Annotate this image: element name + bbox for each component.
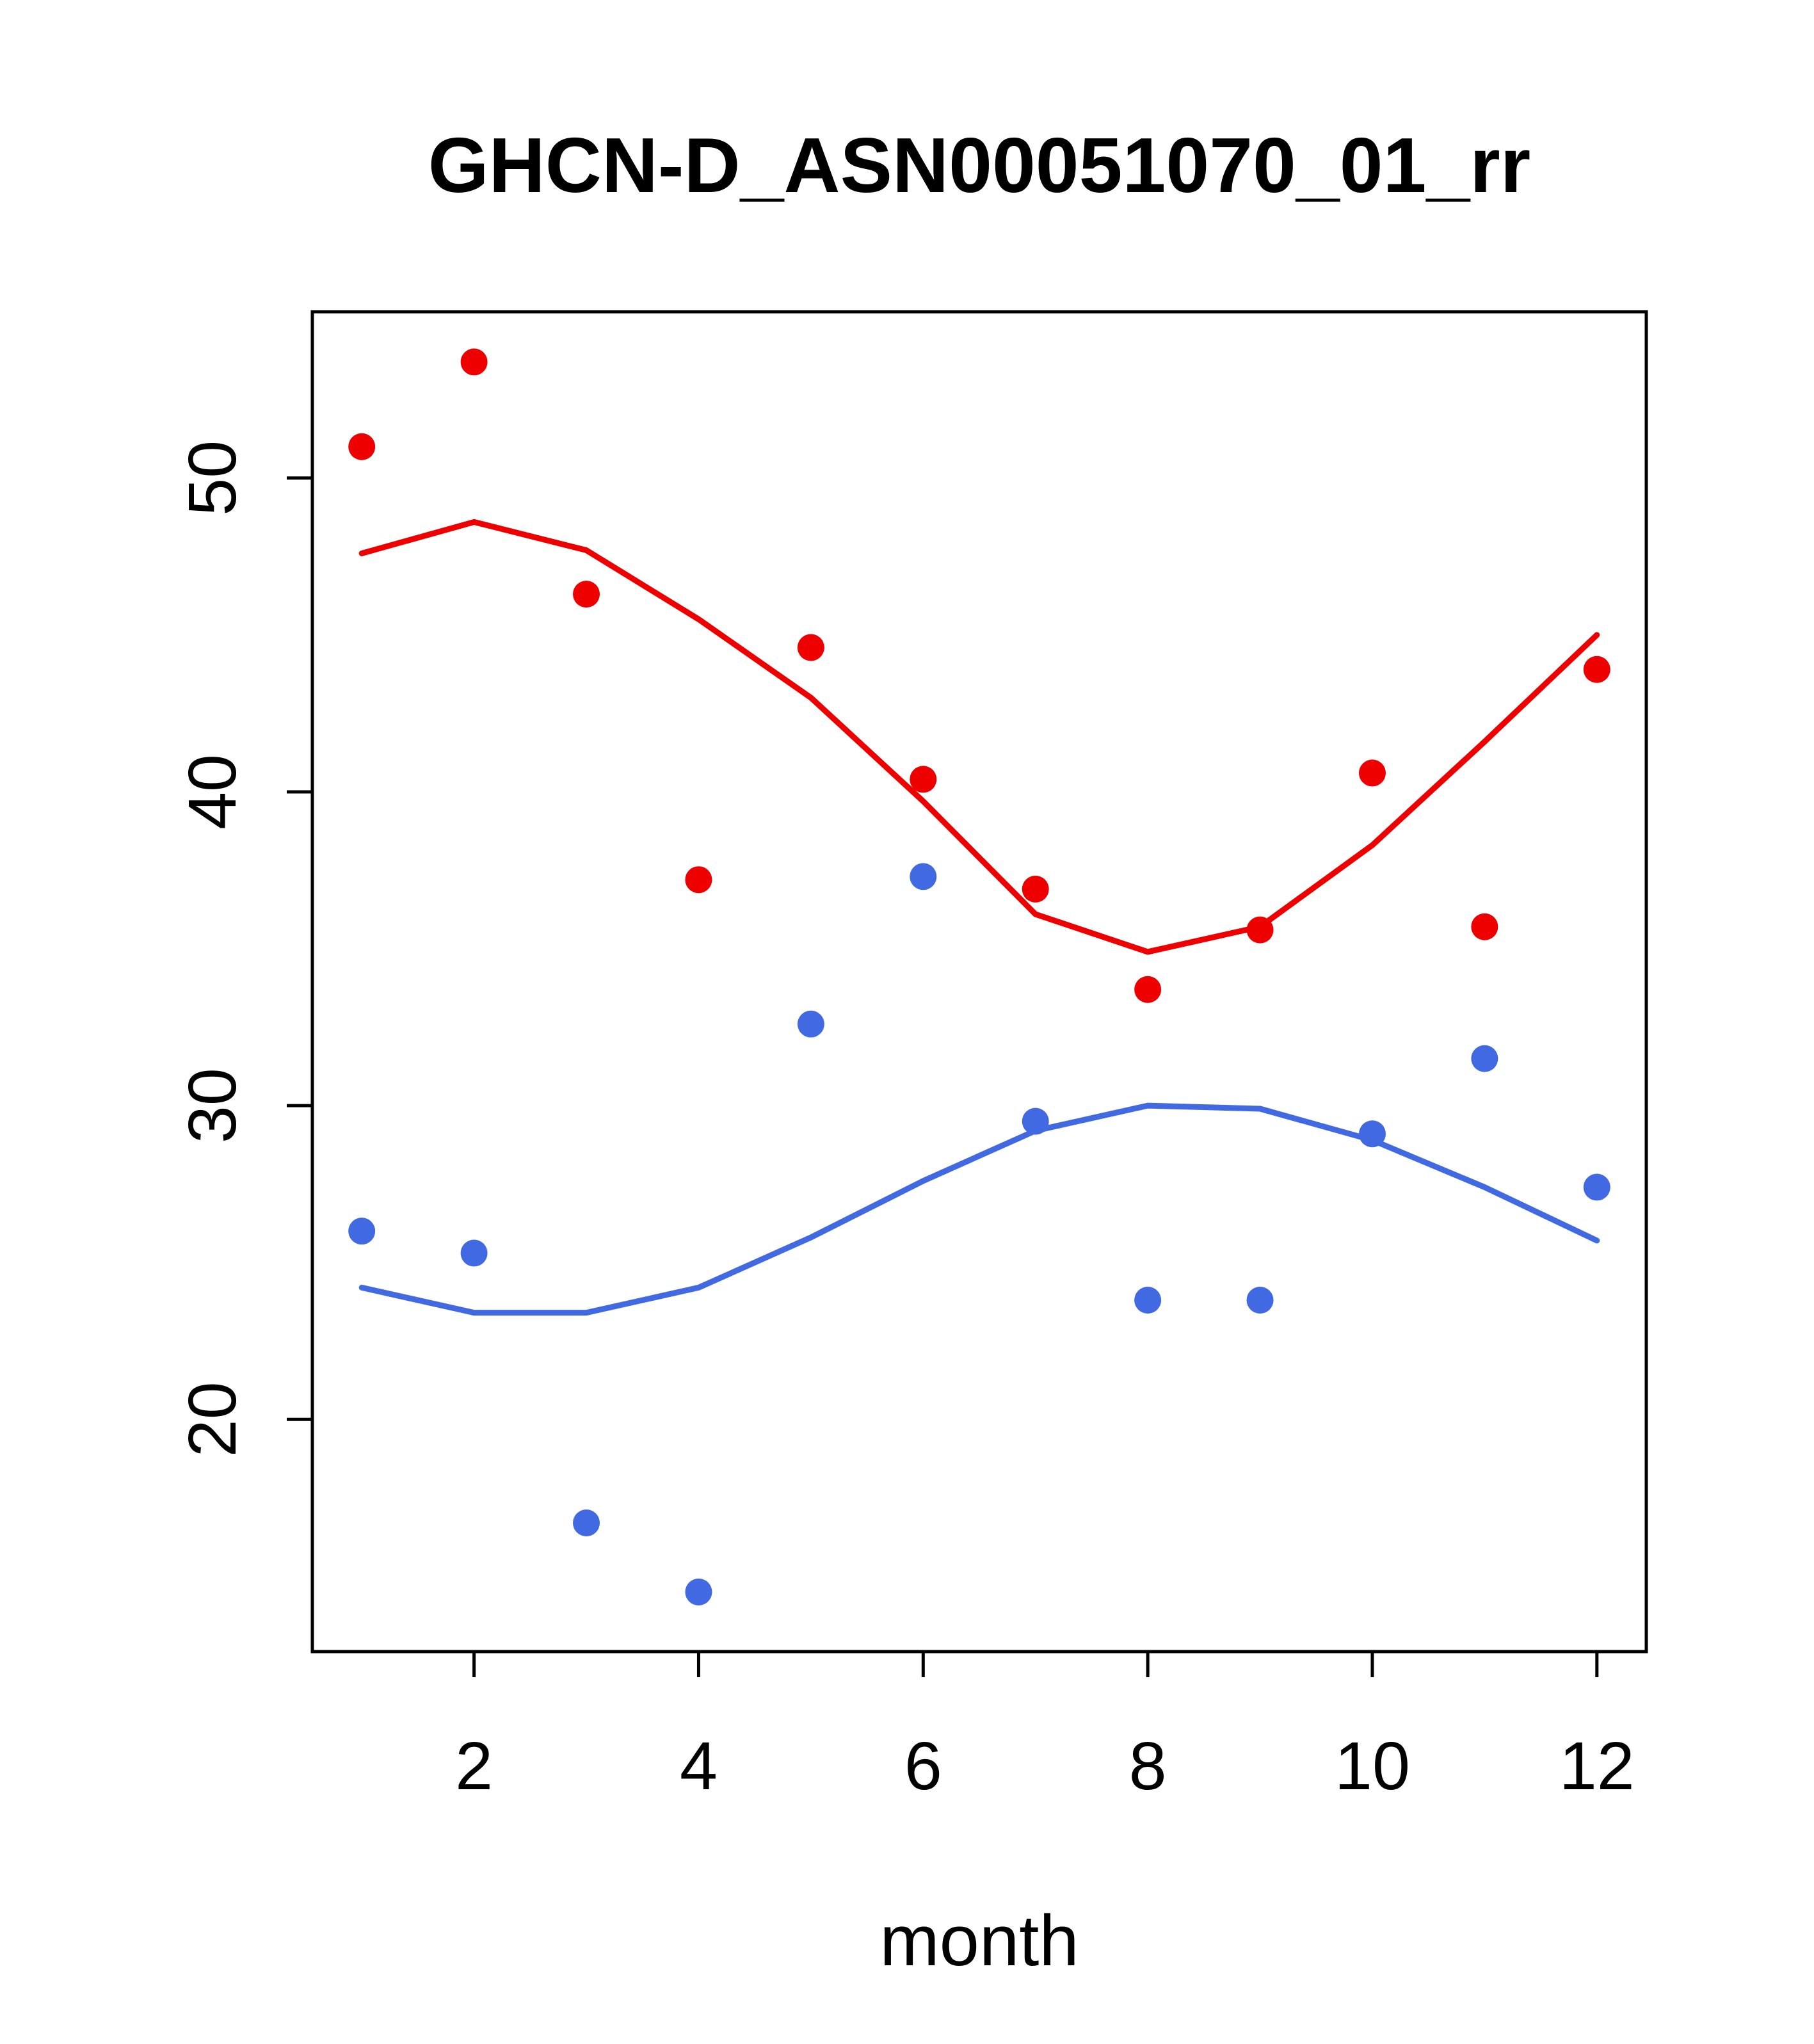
blue-point <box>910 863 937 890</box>
x-tick-label: 6 <box>904 1728 942 1804</box>
red-point <box>460 348 488 376</box>
red-point <box>1583 656 1610 683</box>
blue-point <box>1471 1045 1498 1072</box>
blue-point <box>797 1010 824 1038</box>
x-tick-label: 12 <box>1559 1728 1635 1804</box>
plot-area: 2 4 6 8 10 12 20 30 40 50 <box>175 310 1648 1804</box>
y-tick-label: 20 <box>175 1381 250 1457</box>
y-tick-label: 40 <box>175 754 250 830</box>
blue-point <box>1583 1173 1610 1201</box>
plot-box <box>310 310 1648 1654</box>
x-tick-label: 10 <box>1335 1728 1410 1804</box>
blue-smooth-line <box>358 1102 1600 1316</box>
red-point <box>797 634 824 661</box>
blue-point <box>685 1578 712 1605</box>
blue-point <box>1134 1287 1162 1314</box>
x-tick-label: 2 <box>455 1728 493 1804</box>
chart-title: GHCN-D_ASN00051070_01_rr <box>428 122 1531 209</box>
red-smooth-line <box>358 519 1600 955</box>
red-point <box>1471 913 1498 940</box>
red-point <box>348 433 376 460</box>
red-point <box>685 866 712 894</box>
y-tick-label: 30 <box>175 1068 250 1143</box>
red-point <box>1134 976 1162 1003</box>
blue-point <box>1246 1287 1274 1314</box>
x-tick-label: 8 <box>1129 1728 1167 1804</box>
blue-point <box>348 1218 376 1245</box>
y-tick-label: 50 <box>175 440 250 516</box>
red-point <box>573 581 600 608</box>
x-tick-label: 4 <box>680 1728 718 1804</box>
red-point <box>910 766 937 793</box>
blue-point <box>573 1509 600 1537</box>
blue-point <box>460 1239 488 1267</box>
red-point <box>1358 759 1386 787</box>
x-axis-label: month <box>879 1901 1079 1981</box>
red-point <box>1022 875 1049 903</box>
